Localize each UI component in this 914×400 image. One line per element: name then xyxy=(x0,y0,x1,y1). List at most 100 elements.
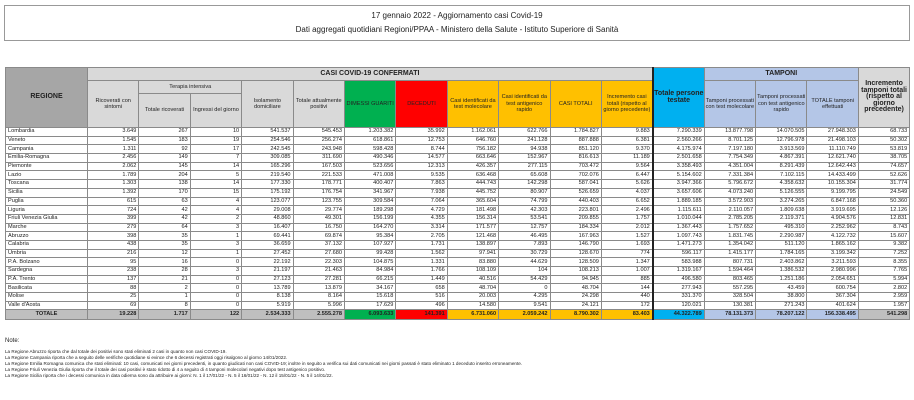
table-cell: 1.731 xyxy=(395,239,448,250)
table-cell: 178.771 xyxy=(292,179,345,189)
table-cell: 4.729 xyxy=(395,205,448,215)
header-incr-tamp: Incremento tamponi totali (rispetto al g… xyxy=(857,67,911,128)
table-cell: 5.626 xyxy=(600,179,654,189)
table-cell: 1.303 xyxy=(86,179,140,189)
table-row: Veneto 1.545 183 19 254.546 256.274 618.861 12.… xyxy=(5,135,911,146)
table-cell: 83.880 xyxy=(446,257,500,267)
table-cell: 1.784.165 xyxy=(755,248,808,259)
table-cell: 95.384 xyxy=(343,231,397,241)
table-cell: 35 xyxy=(138,239,191,250)
table-cell: 2.496 xyxy=(600,205,654,215)
table-cell: 21 xyxy=(138,274,191,285)
table-cell: 2.802 xyxy=(857,283,911,294)
table-cell: 2.705 xyxy=(395,231,448,241)
table-cell: 1.757.652 xyxy=(703,222,757,233)
table-cell: 9.535 xyxy=(395,170,448,181)
table-cell: 1.889.185 xyxy=(651,196,705,207)
table-cell: 398 xyxy=(86,231,140,241)
table-cell: 328.504 xyxy=(703,292,757,302)
table-cell: 74.799 xyxy=(498,196,551,207)
table-cell: 885 xyxy=(600,274,654,285)
region-name: Valle d'Aosta xyxy=(5,300,88,311)
title-box: 17 gennaio 2022 - Aggiornamento casi Cov… xyxy=(4,5,910,41)
table-cell: 426.357 xyxy=(446,161,500,172)
header-ricoverati: Ricoverati con sintomi xyxy=(86,80,140,128)
table-cell: 8.790.302 xyxy=(549,309,602,321)
region-name: P.A. Bolzano xyxy=(5,257,88,267)
table-cell: 15.607 xyxy=(857,231,911,241)
table-cell: 138 xyxy=(138,179,191,189)
table-cell: 80.907 xyxy=(498,187,551,198)
table-cell: 495.310 xyxy=(755,222,808,233)
table-cell: 367.304 xyxy=(806,292,859,302)
table-cell: 164.270 xyxy=(343,222,397,233)
table-cell: 27.680 xyxy=(292,248,345,259)
table-cell: 541.298 xyxy=(857,309,911,321)
table-cell: 130.381 xyxy=(703,300,757,311)
table-cell: 1.162.061 xyxy=(446,127,500,137)
table-cell: 184.334 xyxy=(549,222,602,233)
table-cell: 63 xyxy=(138,196,191,207)
table-cell: 1.203.382 xyxy=(343,127,397,137)
table-cell: 8.138 xyxy=(241,292,294,302)
table-cell: 9.541 xyxy=(498,300,551,311)
table-cell: 4 xyxy=(189,205,243,215)
table-cell: 30.729 xyxy=(498,248,551,259)
covid-data-table: REGIONE CASI COVID-19 CONFERMATI Totale … xyxy=(5,67,911,321)
table-cell: 137 xyxy=(86,274,140,285)
table-cell: 24.121 xyxy=(549,300,602,311)
table-cell: 587.041 xyxy=(549,179,602,189)
table-cell: 144 xyxy=(600,283,654,294)
table-cell: 12 xyxy=(138,248,191,259)
table-cell: 6.447 xyxy=(600,170,654,181)
table-row: Lazio 1.789 204 5 219.540 221.533 471.008 9.535… xyxy=(5,170,911,181)
table-cell: 445.752 xyxy=(446,187,500,198)
table-row: P.A. Bolzano 95 16 0 22.192 22.303 104.875 1.33… xyxy=(5,257,911,267)
table-cell: 44.629 xyxy=(498,257,551,267)
table-cell: 53.819 xyxy=(857,144,911,155)
table-cell: 99.428 xyxy=(343,248,397,259)
table-cell: 496.580 xyxy=(651,274,705,285)
header-casi-mol: Casi identificati da test molecolare xyxy=(446,80,500,128)
table-cell: 13.879 xyxy=(292,283,345,294)
table-cell: 756.182 xyxy=(446,144,500,155)
table-cell: 400.407 xyxy=(343,179,397,189)
table-cell: 24.298 xyxy=(549,292,602,302)
table-cell: 6.652 xyxy=(600,196,654,207)
table-cell: 3.572.903 xyxy=(703,196,757,207)
table-cell: 176.754 xyxy=(292,187,345,198)
table-cell: 618.861 xyxy=(343,135,397,146)
table-cell: 14.070.505 xyxy=(755,127,808,137)
region-name: Piemonte xyxy=(5,161,88,172)
table-cell: 6.731.060 xyxy=(446,309,500,321)
table-cell: 3.649 xyxy=(86,127,140,137)
table-cell: 807.731 xyxy=(703,257,757,267)
note-line: La Regione Friuli Venezia Giulia riporta… xyxy=(5,367,326,372)
header-positivi: Totale attualmente positivi xyxy=(292,80,345,128)
table-cell: 277.115 xyxy=(498,161,551,172)
table-cell: 149 xyxy=(138,153,191,163)
table-cell: 3.274.265 xyxy=(755,196,808,207)
table-cell: 8.743 xyxy=(857,222,911,233)
total-row: TOTALE 19.228 1.717 122 2.534.333 2.555.278 6.… xyxy=(5,309,911,321)
table-cell: 152.967 xyxy=(498,153,551,163)
table-cell: 256.274 xyxy=(292,135,345,146)
table-cell: 13.877.798 xyxy=(703,127,757,137)
table-cell: 7.331.384 xyxy=(703,170,757,181)
table-cell: 28 xyxy=(138,266,191,276)
table-cell: 241.128 xyxy=(498,135,551,146)
table-cell: 365.604 xyxy=(446,196,500,207)
table-cell: 104.875 xyxy=(343,257,397,267)
table-cell: 2.059.242 xyxy=(498,309,551,321)
table-cell: 25 xyxy=(86,292,140,302)
table-cell: 4.073.240 xyxy=(703,187,757,198)
region-name: Calabria xyxy=(5,239,88,250)
table-cell: 401.624 xyxy=(806,300,859,311)
table-cell: 4.122.732 xyxy=(806,231,859,241)
table-cell: 615 xyxy=(86,196,140,207)
table-cell: 12.796.978 xyxy=(755,135,808,146)
table-cell: 516 xyxy=(395,292,448,302)
table-cell: 1.545 xyxy=(86,135,140,146)
table-cell: 526.659 xyxy=(549,187,602,198)
table-cell: 83.403 xyxy=(600,309,654,321)
